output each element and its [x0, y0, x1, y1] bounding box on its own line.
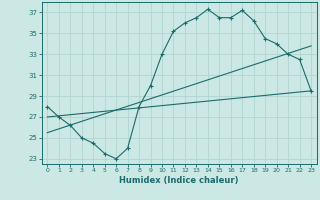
X-axis label: Humidex (Indice chaleur): Humidex (Indice chaleur)	[119, 176, 239, 185]
